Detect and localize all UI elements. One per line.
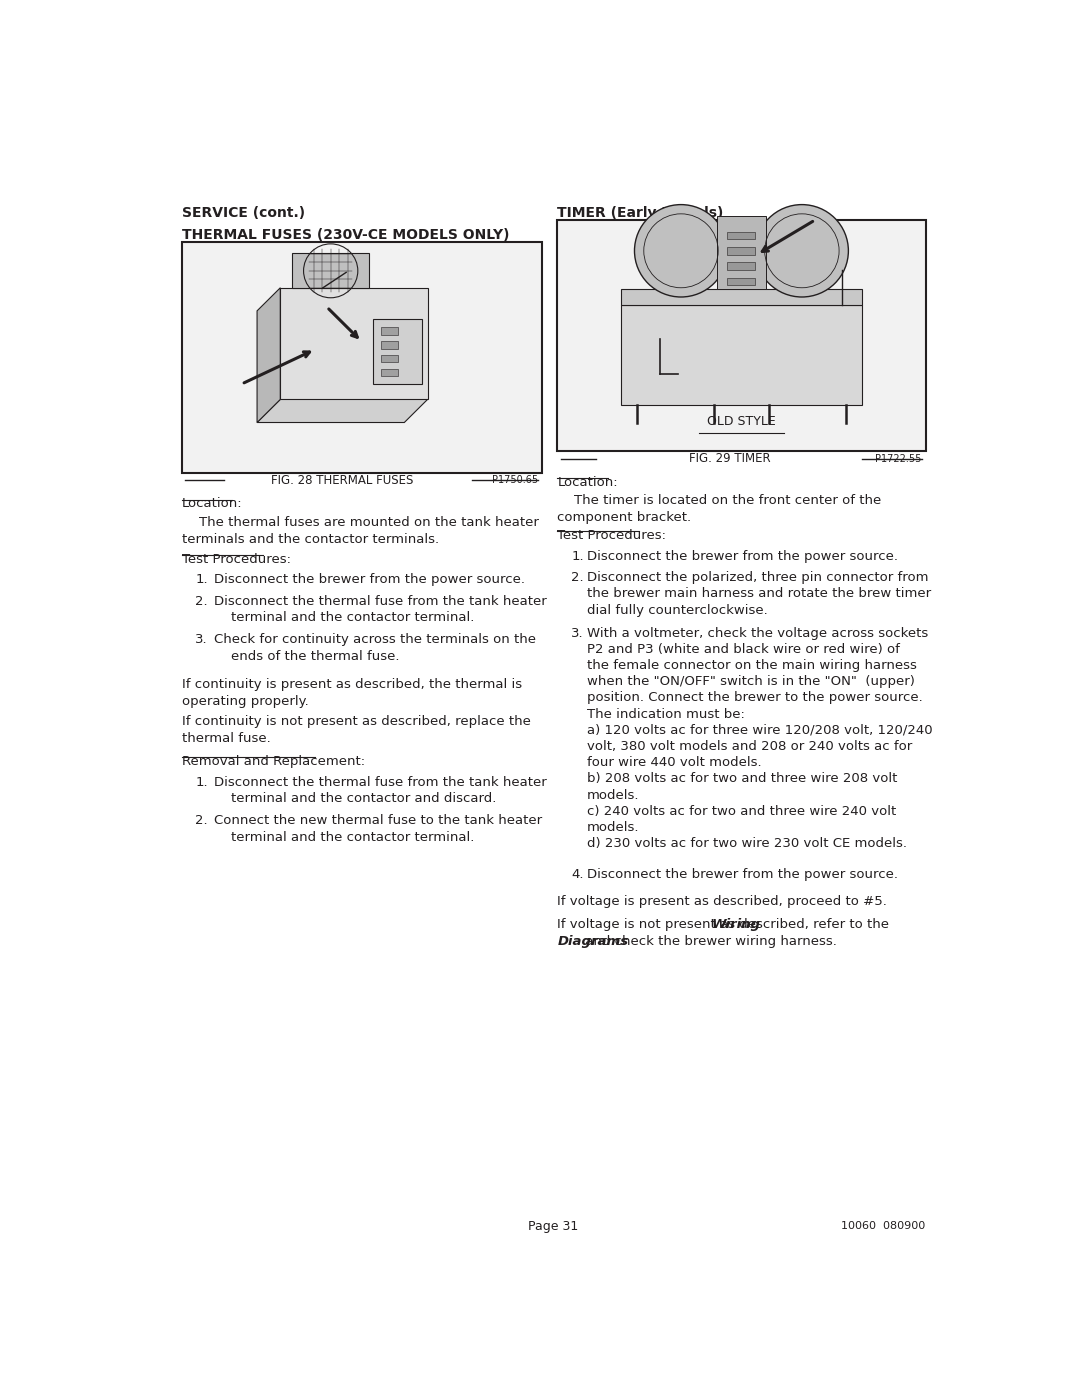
- Polygon shape: [374, 319, 422, 384]
- Circle shape: [755, 204, 849, 298]
- Bar: [728, 247, 755, 254]
- Text: TIMER (Early Models): TIMER (Early Models): [557, 207, 724, 221]
- Text: Check for continuity across the terminals on the
    ends of the thermal fuse.: Check for continuity across the terminal…: [214, 633, 536, 664]
- Text: FIG. 29 TIMER: FIG. 29 TIMER: [689, 453, 771, 465]
- Text: 1.: 1.: [195, 775, 208, 789]
- Text: Location:: Location:: [557, 475, 618, 489]
- Text: If continuity is present as described, the thermal is
operating properly.: If continuity is present as described, t…: [181, 678, 522, 708]
- Bar: [381, 369, 399, 376]
- Text: Test Procedures:: Test Procedures:: [181, 553, 291, 566]
- Text: With a voltmeter, check the voltage across sockets
P2 and P3 (white and black wi: With a voltmeter, check the voltage acro…: [586, 627, 932, 851]
- Text: and check the brewer wiring harness.: and check the brewer wiring harness.: [581, 935, 837, 949]
- Text: Connect the new thermal fuse to the tank heater
    terminal and the contactor t: Connect the new thermal fuse to the tank…: [214, 814, 542, 844]
- Text: P1722.55: P1722.55: [875, 454, 921, 464]
- Text: 1.: 1.: [571, 549, 584, 563]
- Text: OLD STYLE: OLD STYLE: [707, 415, 775, 429]
- Text: SERVICE (cont.): SERVICE (cont.): [181, 207, 305, 221]
- Bar: [717, 217, 766, 289]
- Text: 10060  080900: 10060 080900: [841, 1221, 926, 1231]
- Text: Location:: Location:: [181, 497, 242, 510]
- Polygon shape: [292, 253, 369, 288]
- Text: Disconnect the brewer from the power source.: Disconnect the brewer from the power sou…: [214, 573, 525, 587]
- Bar: [728, 278, 755, 285]
- Text: 2.: 2.: [195, 814, 208, 827]
- Text: Disconnect the thermal fuse from the tank heater
    terminal and the contactor : Disconnect the thermal fuse from the tan…: [214, 595, 546, 624]
- Polygon shape: [621, 289, 862, 305]
- Bar: [728, 263, 755, 270]
- Text: Disconnect the brewer from the power source.: Disconnect the brewer from the power sou…: [586, 869, 897, 882]
- Polygon shape: [257, 400, 428, 422]
- Bar: [381, 355, 399, 362]
- Text: 2.: 2.: [195, 595, 208, 608]
- Text: Removal and Replacement:: Removal and Replacement:: [181, 756, 365, 768]
- Text: The timer is located on the front center of the
component bracket.: The timer is located on the front center…: [557, 495, 881, 524]
- Bar: [728, 232, 755, 239]
- Text: Disconnect the thermal fuse from the tank heater
    terminal and the contactor : Disconnect the thermal fuse from the tan…: [214, 775, 546, 806]
- Bar: [381, 341, 399, 349]
- Text: 2.: 2.: [571, 571, 584, 584]
- Text: 1.: 1.: [195, 573, 208, 587]
- Text: FIG. 28 THERMAL FUSES: FIG. 28 THERMAL FUSES: [271, 474, 414, 486]
- Text: The thermal fuses are mounted on the tank heater
terminals and the contactor ter: The thermal fuses are mounted on the tan…: [181, 515, 538, 546]
- Text: If continuity is not present as described, replace the
thermal fuse.: If continuity is not present as describe…: [181, 715, 530, 745]
- Polygon shape: [621, 305, 862, 405]
- Text: Wiring: Wiring: [712, 918, 760, 930]
- Text: 4.: 4.: [571, 869, 584, 882]
- Bar: [557, 219, 926, 451]
- Text: If voltage is not present as described, refer to the: If voltage is not present as described, …: [557, 918, 893, 930]
- Text: If voltage is present as described, proceed to #5.: If voltage is present as described, proc…: [557, 894, 888, 908]
- Text: 3.: 3.: [195, 633, 208, 647]
- Text: 3.: 3.: [571, 627, 584, 640]
- Text: Disconnect the brewer from the power source.: Disconnect the brewer from the power sou…: [586, 549, 897, 563]
- Text: Test Procedures:: Test Procedures:: [557, 529, 666, 542]
- Circle shape: [634, 204, 728, 298]
- Text: Diagrams: Diagrams: [557, 935, 629, 949]
- Text: THERMAL FUSES (230V-CE MODELS ONLY): THERMAL FUSES (230V-CE MODELS ONLY): [181, 228, 509, 242]
- Polygon shape: [281, 288, 428, 400]
- Text: Page 31: Page 31: [528, 1220, 579, 1234]
- Bar: [181, 242, 542, 472]
- Text: Disconnect the polarized, three pin connector from
the brewer main harness and r: Disconnect the polarized, three pin conn…: [586, 571, 931, 616]
- Polygon shape: [257, 288, 281, 422]
- Bar: [381, 327, 399, 335]
- Text: P1750.65: P1750.65: [491, 475, 538, 485]
